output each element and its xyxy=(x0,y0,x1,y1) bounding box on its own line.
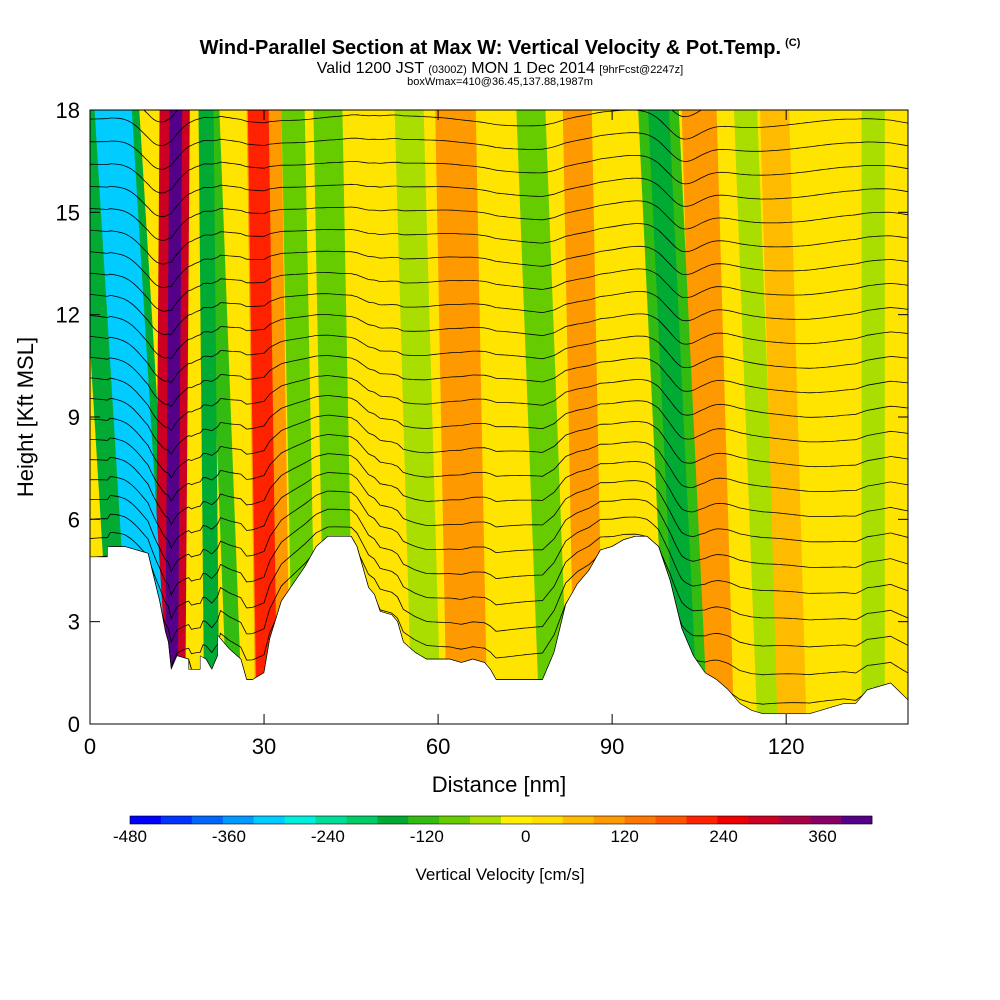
colorbar-swatch-21 xyxy=(779,816,811,824)
colorbar-swatch-19 xyxy=(717,816,749,824)
x-axis-label: Distance [nm] xyxy=(432,772,567,797)
colorbar-tick-2: -240 xyxy=(311,827,345,846)
theta-contour-2 xyxy=(90,536,908,676)
colorbar-swatch-20 xyxy=(748,816,780,824)
x-tick-label-60: 60 xyxy=(426,734,450,759)
colorbar-swatch-23 xyxy=(841,816,873,824)
colorbar-swatch-6 xyxy=(315,816,347,824)
theta-contour-7 xyxy=(90,472,908,550)
colorbar-swatch-0 xyxy=(130,816,162,824)
x-tick-label-0: 0 xyxy=(84,734,96,759)
theta-contour-21 xyxy=(90,177,908,218)
box-wmax-info: boxWmax=410@36.45,137.88,1987m xyxy=(407,76,593,88)
colorbar-swatch-8 xyxy=(377,816,409,824)
w-band-1 xyxy=(734,110,781,724)
w-band-2 xyxy=(861,110,885,724)
w-band-3 xyxy=(760,110,807,724)
x-tick-label-90: 90 xyxy=(600,734,624,759)
theta-contour-19 xyxy=(90,223,908,265)
theta-contour-13 xyxy=(90,354,908,408)
theta-contour-20 xyxy=(90,200,908,241)
theta-contour-4 xyxy=(90,526,908,621)
colorbar-swatch-14 xyxy=(562,816,595,824)
valid-date: MON 1 Dec 2014 xyxy=(471,60,595,77)
theta-contour-22 xyxy=(90,155,908,194)
chart-subtitle: Valid 1200 JST (0300Z) MON 1 Dec 2014 [9… xyxy=(0,60,1000,78)
x-tick-label-30: 30 xyxy=(252,734,276,759)
colorbar-swatch-18 xyxy=(686,816,718,824)
chart-title: Wind-Parallel Section at Max W: Vertical… xyxy=(0,37,1000,60)
colorbar-tick-7: 360 xyxy=(808,827,836,846)
theta-contour-9 xyxy=(90,434,908,503)
colorbar-swatch-10 xyxy=(439,816,471,824)
colorbar-swatch-9 xyxy=(408,816,440,824)
theta-contour-8 xyxy=(90,453,908,526)
colorbar-tick-1: -360 xyxy=(212,827,246,846)
colorbar-swatch-12 xyxy=(501,816,533,824)
colorbar-tick-6: 240 xyxy=(709,827,737,846)
colorbar-swatch-7 xyxy=(346,816,378,824)
w-band-6 xyxy=(435,110,488,724)
theta-contour-10 xyxy=(90,414,908,479)
colorbar-swatch-22 xyxy=(810,816,842,824)
colorbar-swatch-5 xyxy=(284,816,316,824)
theta-contour-24 xyxy=(90,110,908,147)
theta-contour-17 xyxy=(90,268,908,312)
theta-contour-23 xyxy=(90,132,908,170)
terrain-profile xyxy=(90,536,908,724)
theta-contour-11 xyxy=(90,394,908,455)
colorbar-swatch-13 xyxy=(531,816,564,824)
colorbar-swatch-4 xyxy=(253,816,285,824)
x-tick-label-120: 120 xyxy=(768,734,805,759)
y-tick-label-6: 6 xyxy=(68,507,80,532)
colorbar-swatch-17 xyxy=(655,816,687,824)
w-band-0 xyxy=(394,110,441,724)
copyright-mark: (C) xyxy=(785,37,801,50)
y-tick-label-3: 3 xyxy=(68,610,80,635)
w-band-15 xyxy=(648,110,698,724)
theta-contour-15 xyxy=(90,313,908,360)
colorbar-frame xyxy=(129,815,873,825)
colorbar-tick-3: -120 xyxy=(410,827,444,846)
theta-contour-6 xyxy=(90,490,908,573)
colorbar-swatch-16 xyxy=(624,816,656,824)
colorbar-swatch-1 xyxy=(160,816,193,824)
colorbar-swatch-3 xyxy=(222,816,254,824)
theta-contour-14 xyxy=(90,334,908,384)
colorbar-swatch-15 xyxy=(593,816,625,824)
y-tick-label-9: 9 xyxy=(68,405,80,430)
chart-title-text: Wind-Parallel Section at Max W: Vertical… xyxy=(199,37,782,59)
theta-contour-16 xyxy=(90,291,908,336)
y-axis-label: Height [Kft MSL] xyxy=(13,337,38,497)
colorbar-tick-0: -480 xyxy=(113,827,147,846)
axes: 0 30 60 90 120 0 3 6 9 12 15 18 xyxy=(56,98,908,759)
theta-contour-18 xyxy=(90,245,908,289)
forecast-info: [9hrFcst@2247z] xyxy=(599,64,684,76)
w-band-13 xyxy=(198,110,220,724)
terrain-mask xyxy=(90,536,908,724)
theta-contour-12 xyxy=(90,375,908,432)
colorbar-swatch-2 xyxy=(191,816,224,824)
y-tick-label-15: 15 xyxy=(56,200,80,225)
theta-contour-5 xyxy=(90,508,908,596)
vertical-velocity-field xyxy=(90,110,908,724)
w-band-4 xyxy=(516,110,569,724)
w-band-16 xyxy=(247,110,278,724)
colorbar: -480 -360 -240 -120 0 120 240 360 xyxy=(113,815,873,846)
y-tick-label-0: 0 xyxy=(68,712,80,737)
colorbar-swatch-11 xyxy=(470,816,502,824)
colorbar-label: Vertical Velocity [cm/s] xyxy=(415,865,584,884)
theta-contour-3 xyxy=(90,536,908,648)
valid-time: Valid 1200 JST xyxy=(316,60,424,77)
valid-time-utc: (0300Z) xyxy=(428,64,467,76)
y-tick-label-18: 18 xyxy=(56,98,80,123)
colorbar-tick-4: 0 xyxy=(521,827,530,846)
colorbar-tick-5: 120 xyxy=(610,827,638,846)
y-tick-label-12: 12 xyxy=(56,303,80,328)
w-band-19 xyxy=(164,110,183,724)
